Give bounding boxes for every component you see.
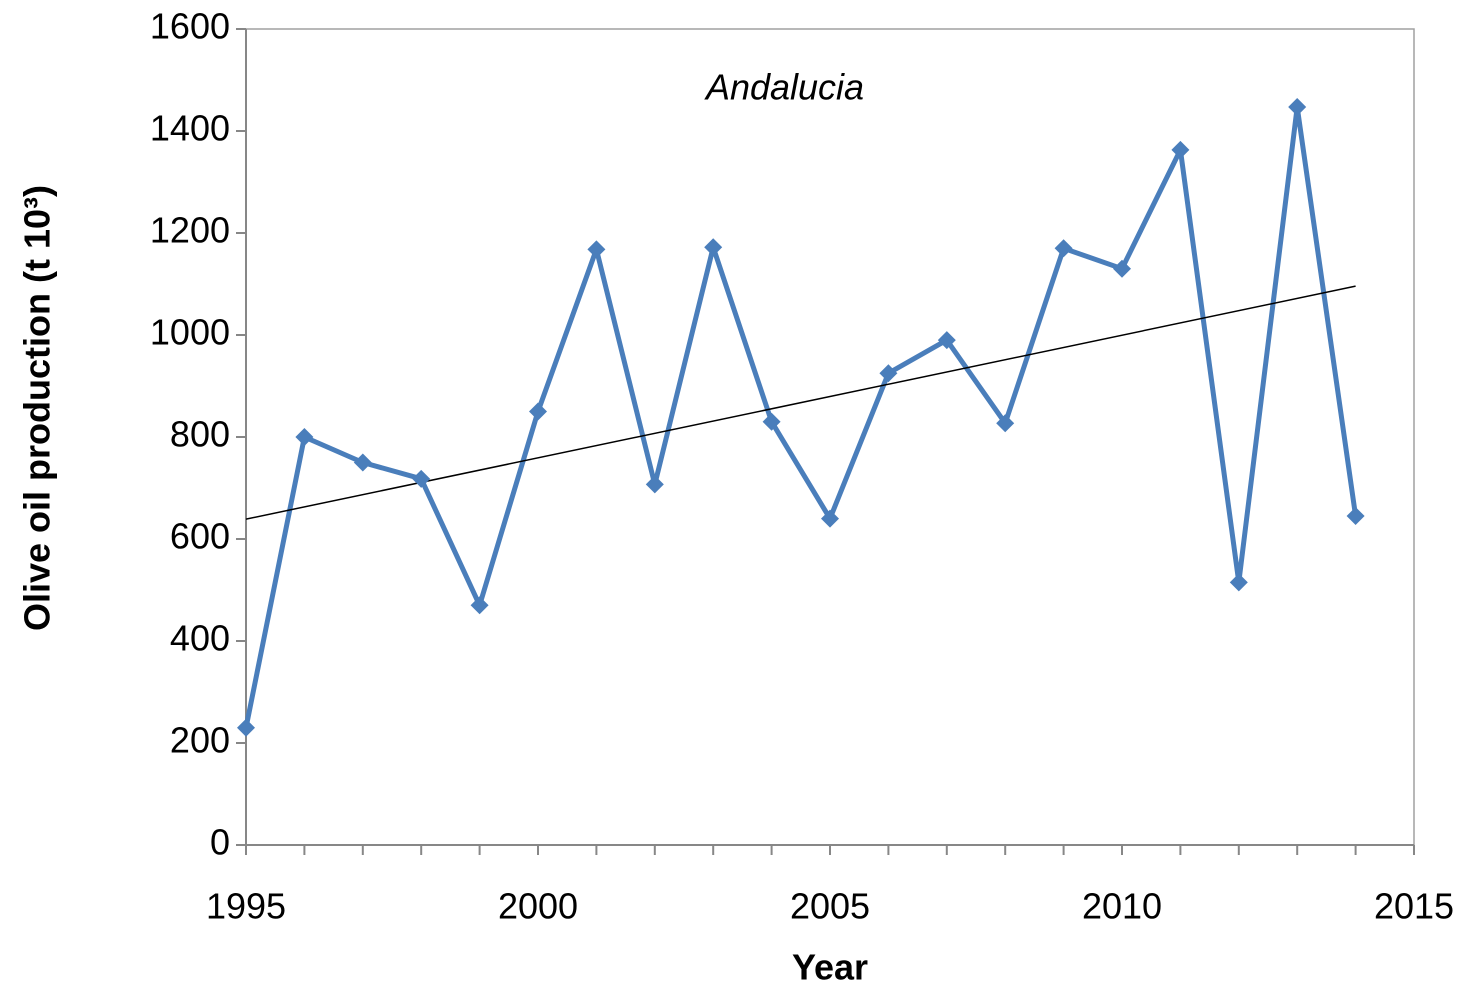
marker	[645, 475, 664, 494]
marker	[412, 469, 431, 488]
marker	[1229, 573, 1248, 592]
marker	[704, 238, 723, 257]
y-tick-label: 600	[170, 516, 230, 557]
marker	[996, 414, 1015, 433]
y-tick-label: 0	[210, 822, 230, 863]
marker	[529, 402, 547, 421]
trendline	[245, 285, 1356, 520]
marker	[587, 240, 606, 259]
y-axis-label: Olive oil production (t 10³)	[17, 185, 58, 631]
marker	[1346, 507, 1365, 526]
marker	[470, 596, 489, 615]
x-tick-label: 2010	[1082, 886, 1162, 927]
y-tick-label: 1400	[150, 108, 230, 149]
x-axis-label: Year	[792, 947, 868, 988]
y-tick-label: 1000	[150, 312, 230, 353]
plot-frame	[245, 28, 1415, 846]
y-tick-label: 1600	[150, 6, 230, 47]
x-tick-label: 2005	[790, 886, 870, 927]
marker	[295, 428, 314, 446]
marker	[1171, 140, 1190, 159]
x-tick-label: 1995	[206, 886, 286, 927]
marker	[1054, 239, 1073, 258]
y-tick-label: 200	[170, 720, 230, 761]
marker	[762, 412, 781, 431]
y-tick-label: 400	[170, 618, 230, 659]
annotation: Andalucia	[704, 67, 864, 108]
marker	[1288, 98, 1307, 117]
marker	[821, 509, 839, 528]
series-line	[243, 104, 1359, 729]
marker	[937, 331, 956, 350]
y-tick-label: 1200	[150, 210, 230, 251]
x-tick-label: 2015	[1374, 886, 1454, 927]
marker	[353, 453, 372, 472]
marker	[879, 364, 898, 383]
x-tick-label: 2000	[498, 886, 578, 927]
marker	[1113, 259, 1131, 278]
marker	[237, 718, 255, 737]
y-tick-label: 800	[170, 414, 230, 455]
